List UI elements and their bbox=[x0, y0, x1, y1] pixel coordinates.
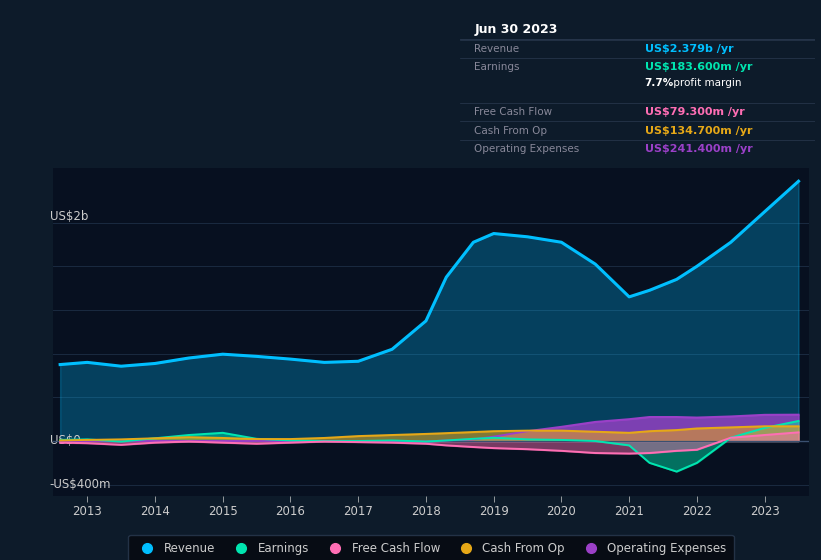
Text: US$241.400m /yr: US$241.400m /yr bbox=[644, 144, 752, 153]
Text: Earnings: Earnings bbox=[475, 63, 520, 72]
Text: US$0: US$0 bbox=[49, 435, 80, 447]
Legend: Revenue, Earnings, Free Cash Flow, Cash From Op, Operating Expenses: Revenue, Earnings, Free Cash Flow, Cash … bbox=[128, 535, 734, 560]
Text: US$79.300m /yr: US$79.300m /yr bbox=[644, 108, 745, 117]
Text: US$2b: US$2b bbox=[49, 209, 88, 222]
Text: Revenue: Revenue bbox=[475, 44, 520, 54]
Text: Jun 30 2023: Jun 30 2023 bbox=[475, 24, 557, 36]
Text: US$134.700m /yr: US$134.700m /yr bbox=[644, 125, 752, 136]
Text: Free Cash Flow: Free Cash Flow bbox=[475, 108, 553, 117]
Text: US$183.600m /yr: US$183.600m /yr bbox=[644, 63, 752, 72]
Text: Cash From Op: Cash From Op bbox=[475, 125, 548, 136]
Text: US$2.379b /yr: US$2.379b /yr bbox=[644, 44, 733, 54]
Text: Operating Expenses: Operating Expenses bbox=[475, 144, 580, 153]
Text: 7.7%: 7.7% bbox=[644, 78, 674, 88]
Text: profit margin: profit margin bbox=[670, 78, 741, 88]
Text: -US$400m: -US$400m bbox=[49, 478, 111, 491]
